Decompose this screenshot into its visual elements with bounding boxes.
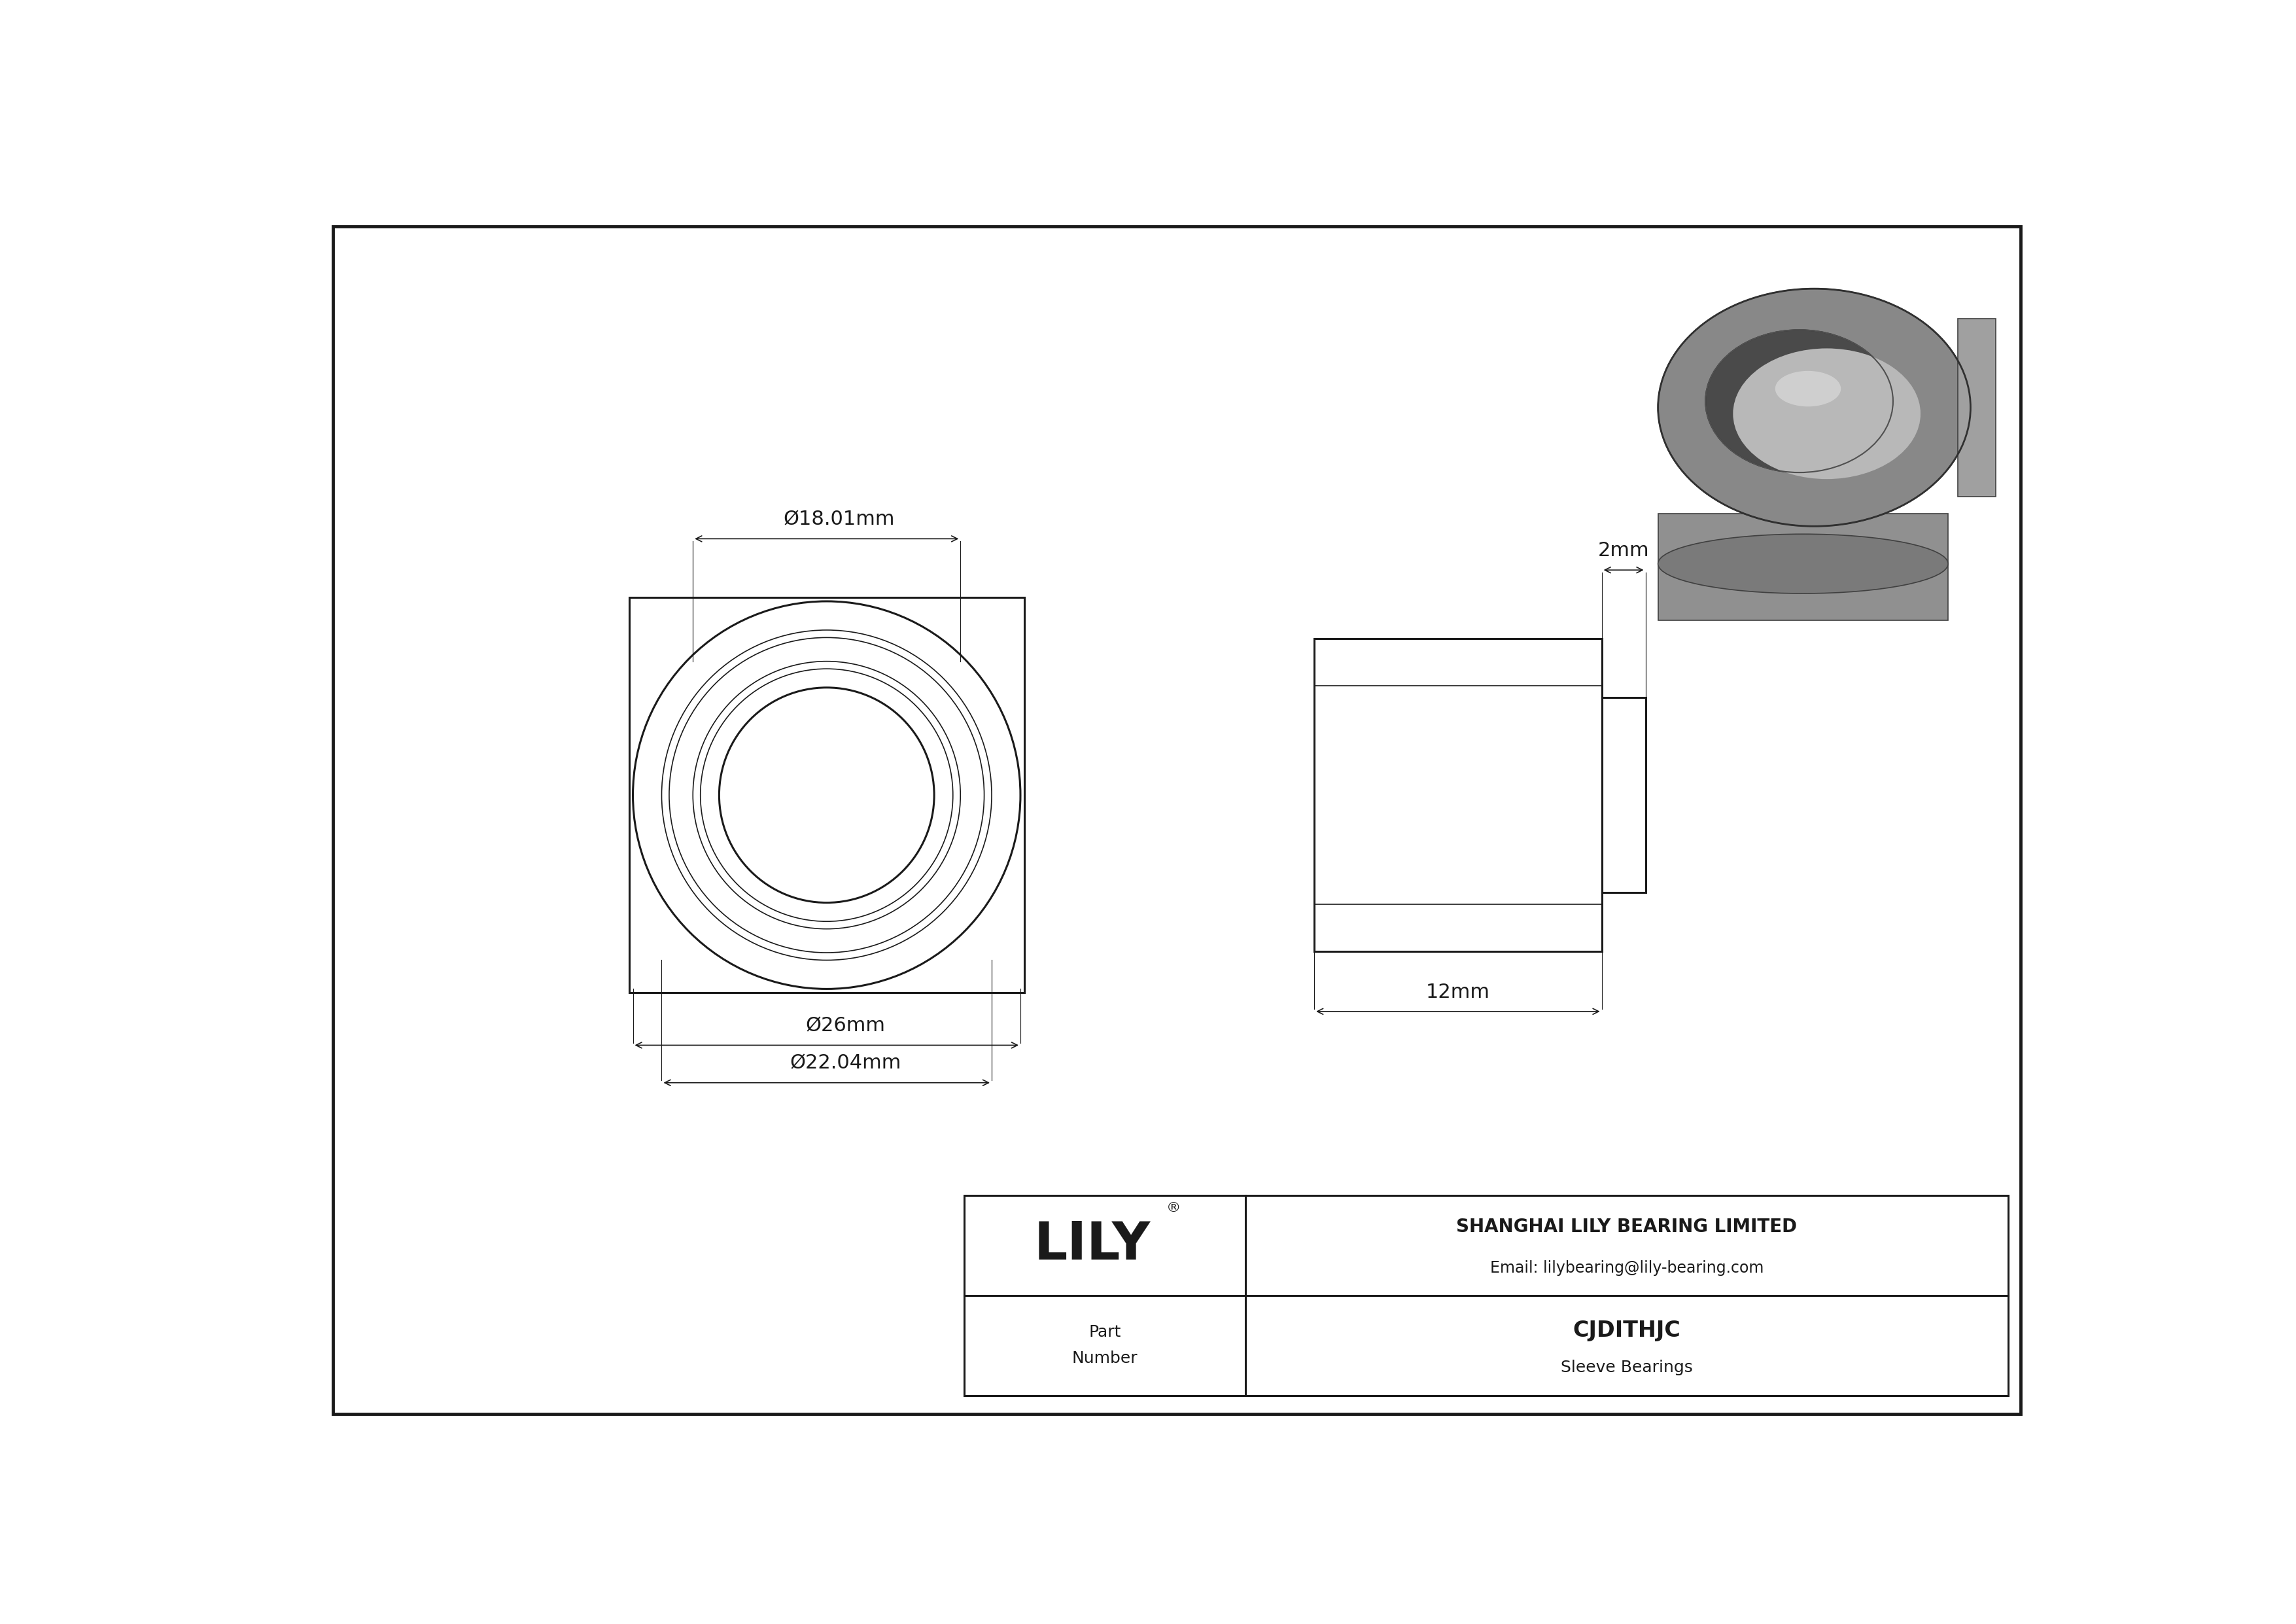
Text: Ø26mm: Ø26mm [806, 1017, 886, 1034]
Text: LILY: LILY [1033, 1220, 1150, 1272]
Text: Sleeve Bearings: Sleeve Bearings [1561, 1359, 1692, 1376]
FancyBboxPatch shape [1958, 318, 1995, 497]
Text: Part
Number: Part Number [1072, 1325, 1139, 1366]
Text: 12mm: 12mm [1426, 983, 1490, 1002]
Ellipse shape [1658, 534, 1947, 593]
Text: Ø18.01mm: Ø18.01mm [783, 510, 895, 529]
Text: SHANGHAI LILY BEARING LIMITED: SHANGHAI LILY BEARING LIMITED [1456, 1218, 1798, 1236]
Bar [1603, 698, 1646, 893]
Text: Email: lilybearing@lily-bearing.com: Email: lilybearing@lily-bearing.com [1490, 1260, 1763, 1275]
Ellipse shape [1706, 330, 1892, 473]
Text: 2mm: 2mm [1598, 541, 1649, 560]
Bar [629, 598, 1024, 992]
Ellipse shape [1775, 370, 1841, 406]
Bar [964, 1195, 2009, 1395]
Bar [1313, 638, 1603, 952]
Text: ®: ® [1166, 1202, 1180, 1215]
Ellipse shape [1733, 349, 1919, 479]
Text: CJDITHJC: CJDITHJC [1573, 1320, 1681, 1341]
FancyBboxPatch shape [1658, 513, 1947, 620]
Ellipse shape [1658, 289, 1970, 526]
Text: Ø22.04mm: Ø22.04mm [790, 1054, 900, 1073]
